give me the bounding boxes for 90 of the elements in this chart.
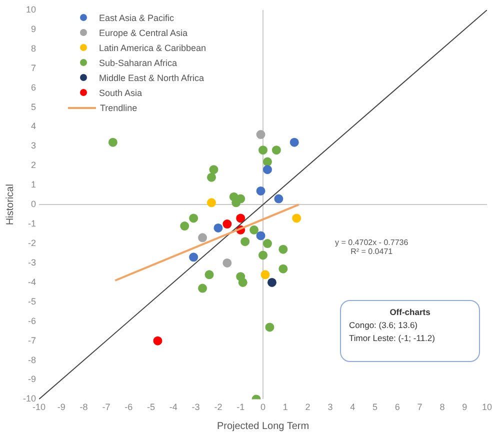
x-tick-label: 3: [328, 402, 333, 412]
point: [108, 138, 118, 147]
x-tick-label: -7: [102, 402, 110, 412]
y-axis-title: Historical: [4, 184, 16, 226]
x-tick-label: 2: [305, 402, 310, 412]
point: [153, 336, 162, 346]
point: [214, 223, 223, 232]
y-tick-label: -7: [28, 335, 36, 346]
point: [260, 270, 270, 280]
legend-label: South Asia: [99, 88, 142, 98]
y-tick-label: 10: [26, 4, 36, 14]
point: [180, 222, 190, 231]
y-tick-label: -8: [28, 354, 36, 365]
x-tick-label: 6: [394, 402, 400, 412]
annotation: Congo: (3.6; 13.6): [349, 320, 419, 330]
point: [222, 258, 232, 268]
x-axis-title: Projected Long Term: [216, 420, 310, 432]
x-tick-label: 1: [282, 402, 288, 412]
point: [256, 231, 266, 240]
point: [256, 130, 266, 140]
annotation: R² = 0.0471: [350, 247, 394, 256]
legend-label: East Asia & Pacific: [99, 12, 174, 22]
y-tick-label: 1: [30, 180, 36, 190]
point: [222, 220, 232, 229]
legend-label: Middle East & North Africa: [99, 72, 204, 82]
point: [256, 186, 266, 196]
y-tick-label: -6: [28, 316, 36, 326]
point: [198, 233, 208, 242]
x-tick-label: -4: [169, 402, 178, 412]
point: [198, 284, 208, 293]
point: [189, 252, 198, 262]
point: [278, 264, 288, 274]
point: [292, 214, 302, 223]
legend-label: Trendline: [100, 102, 138, 112]
x-tick-label: -5: [146, 402, 156, 412]
y-tick-label: 3: [30, 140, 36, 151]
point: [204, 270, 214, 280]
y-tick-label: 2: [30, 160, 36, 170]
legend-label: Sub-Saharan Africa: [99, 58, 178, 68]
y-tick-label: -4: [28, 276, 36, 287]
point: [278, 244, 288, 254]
point: [262, 165, 272, 174]
y-tick-label: 5: [30, 102, 36, 112]
y-tick-label: 4: [30, 121, 36, 132]
annotation: y = 0.4702x - 0.7736: [335, 238, 408, 247]
y-tick-label: 9: [30, 24, 36, 34]
x-tick-label: 9: [462, 402, 468, 412]
y-tick-label: -3: [28, 257, 36, 268]
point: [272, 146, 281, 155]
point: [209, 165, 218, 174]
x-tick-label: -3: [192, 402, 200, 412]
point: [262, 239, 272, 248]
y-tick-label: 6: [30, 82, 36, 92]
x-tick-label: 0: [260, 402, 266, 412]
point: [290, 138, 299, 147]
x-tick-label: 10: [482, 402, 492, 412]
point: [189, 214, 198, 223]
point: [206, 198, 216, 208]
x-tick-label: -2: [214, 402, 222, 412]
x-tick-label: 4: [350, 402, 356, 412]
point: [258, 250, 268, 260]
point: [238, 278, 248, 287]
y-tick-label: 0: [30, 199, 36, 210]
y-tick-label: 8: [30, 43, 36, 54]
x-tick-label: 8: [440, 402, 445, 412]
point: [236, 214, 246, 223]
y-tick-label: -9: [28, 374, 36, 384]
legend-label: Latin America & Caribbean: [99, 42, 206, 52]
y-tick-label: -2: [28, 238, 36, 248]
x-tick-label: -8: [80, 402, 88, 412]
point: [240, 237, 250, 246]
x-tick-label: 5: [372, 402, 378, 412]
y-tick-label: -10: [22, 394, 36, 404]
y-tick-label: -5: [28, 296, 36, 306]
point: [262, 157, 272, 166]
point: [265, 322, 274, 332]
y-tick-label: 7: [30, 62, 36, 73]
point: [250, 225, 259, 234]
x-tick-label: -9: [57, 402, 66, 412]
legend-label: Europe & Central Asia: [99, 28, 188, 38]
point: [274, 194, 284, 204]
point: [206, 172, 216, 182]
x-tick-label: -1: [236, 402, 245, 412]
point: [267, 278, 276, 287]
x-tick-label: 7: [417, 402, 422, 412]
x-tick-label: -6: [124, 402, 133, 412]
y-tick-label: -1: [28, 218, 36, 229]
annotation: Timor Leste: (-1; -11.2): [349, 333, 436, 343]
point: [258, 146, 268, 155]
annotation: Off-charts: [388, 307, 432, 317]
